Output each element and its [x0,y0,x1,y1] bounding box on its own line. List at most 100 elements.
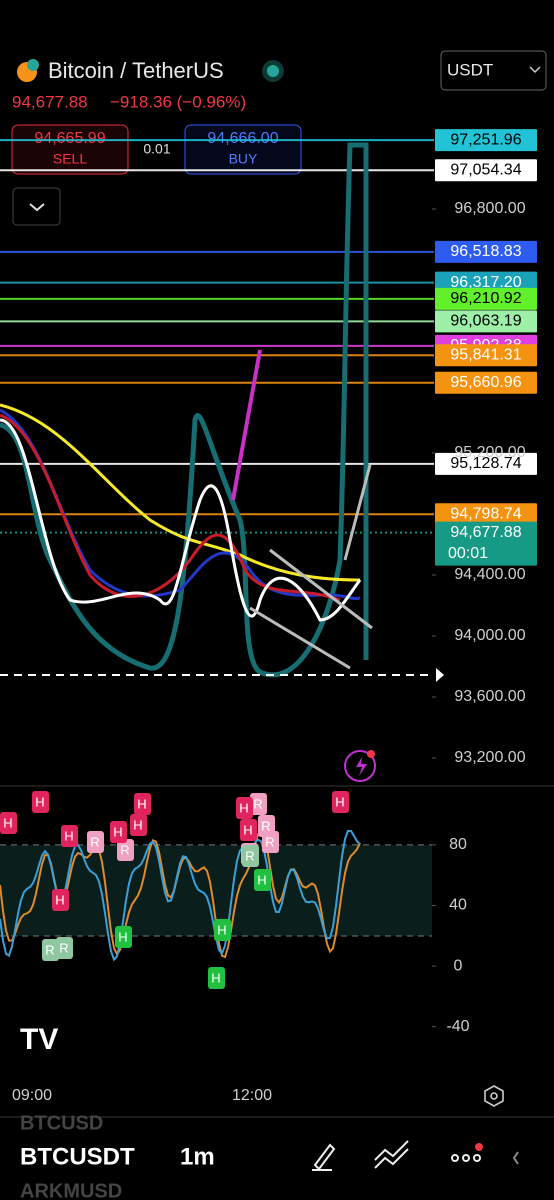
signal-marker [254,869,271,891]
signal-marker-label: H [113,824,122,839]
more-dot [475,1143,483,1151]
settings-icon-center [490,1092,498,1100]
alert-icon[interactable] [344,750,376,782]
draw-icon[interactable] [312,1143,336,1171]
price-level-tag [435,129,537,152]
currency[interactable]: USDT [447,60,493,79]
price-tick-label: 94,000.00 [454,627,525,644]
signal-marker-label: H [55,892,64,907]
sell-label[interactable]: SELL [53,151,87,167]
price-level-tag [435,521,537,566]
price-level-tag [435,344,537,367]
price-level-tag [435,452,537,475]
price-level-tag [435,310,537,333]
sell-button[interactable] [11,124,129,175]
time-tick-label: 09:00 [12,1087,52,1104]
price-level-label: 94,677.88 [450,524,521,541]
signal-marker [52,889,69,911]
price-level-label: 95,660.96 [450,374,521,391]
signal-marker [56,937,73,959]
signal-marker-label: R [90,834,99,849]
price-level-label: 96,210.92 [450,290,521,307]
price-countdown: 00:01 [448,545,488,562]
time-axis: 09:00 12:00 [12,1087,272,1104]
signal-marker-label: H [118,929,127,944]
signal-marker [117,839,134,861]
signal-marker [110,821,127,843]
buy-label[interactable]: BUY [229,151,258,167]
signal-marker [134,793,151,815]
alert-dot [367,750,375,758]
currency-select[interactable] [440,50,547,91]
prev-symbol[interactable]: BTCUSD [20,1112,103,1134]
osc-tick-label: -40 [446,1018,469,1035]
market-status-dot [267,65,279,77]
price-level-label: 95,841.31 [450,346,521,363]
price-level-tag [435,240,537,263]
price-axis: 96,800.00 95,200.00 94,400.00 94,000.00 93,6… [432,200,526,766]
spread: 0.01 [143,141,170,157]
price-tick-label: 96,800.00 [454,200,525,217]
indicator-icon[interactable] [374,1140,409,1169]
osc-tick-label: 40 [449,897,467,914]
alert-bolt [356,757,367,776]
signal-marker-label: H [211,970,220,985]
sell-price[interactable]: 94,665.99 [34,130,105,147]
symbol[interactable]: BTCUSDT [20,1143,135,1170]
symbol-name: Bitcoin / TetherUS [48,58,224,83]
signal-marker-label: H [137,796,146,811]
signal-marker [0,812,17,834]
signal-marker [242,845,259,867]
indicators [0,142,373,678]
price-change: −918.36 (−0.96%) [110,92,246,111]
settings-icon[interactable] [484,1085,504,1107]
time-tick-label: 12:00 [232,1087,272,1104]
signal-marker-label: H [35,794,44,809]
signal-marker [87,831,104,853]
interval[interactable]: 1m [180,1143,215,1170]
signal-marker-label: R [253,796,262,811]
signal-marker-label: H [257,872,266,887]
buy-button[interactable] [184,124,302,175]
collapse-icon [29,203,45,212]
buy-price[interactable]: 94,666.00 [207,130,278,147]
price-tick-label: 93,200.00 [454,749,525,766]
next-symbol[interactable]: ARKMUSD [20,1180,122,1200]
signal-marker-label: R [265,834,274,849]
low-arrow [436,668,444,682]
price-levels: 97,251.96 97,054.34 96,518.83 96,317.2096,2… [0,129,537,566]
more-icon[interactable] [451,1154,481,1162]
price-level-label: 97,054.34 [450,161,521,178]
price-tick-label: 93,600.00 [454,688,525,705]
signal-marker [42,939,59,961]
collapse-button[interactable] [12,187,61,226]
osc-tick-label: 0 [454,957,463,974]
signal-marker-label: H [243,822,252,837]
price-level-tag [435,159,537,182]
osc-tick-label: 80 [449,836,467,853]
signal-marker-label: R [45,942,54,957]
signal-marker-label: R [59,940,68,955]
price-level-label: 96,518.83 [450,243,521,260]
signal-marker [250,793,267,815]
price-level-tag [435,371,537,394]
tv-logo: TV [20,1023,58,1056]
signal-marker [262,831,279,853]
scroll-icon [512,1151,519,1165]
coin-icon-badge [27,59,39,71]
signal-marker [332,791,349,813]
signal-marker [115,926,132,948]
signal-marker [208,967,225,989]
last-price: 94,677.88 [12,92,88,111]
signal-marker-label: R [120,842,129,857]
signal-marker-label: H [3,815,12,830]
signal-marker [214,919,231,941]
signal-marker-label: H [217,922,226,937]
signal-marker [130,814,147,836]
signal-marker [236,797,253,819]
price-tick-label: 94,400.00 [454,566,525,583]
signal-marker-label: R [261,818,270,833]
signal-marker-label: R [245,848,254,863]
signal-marker [240,819,257,841]
